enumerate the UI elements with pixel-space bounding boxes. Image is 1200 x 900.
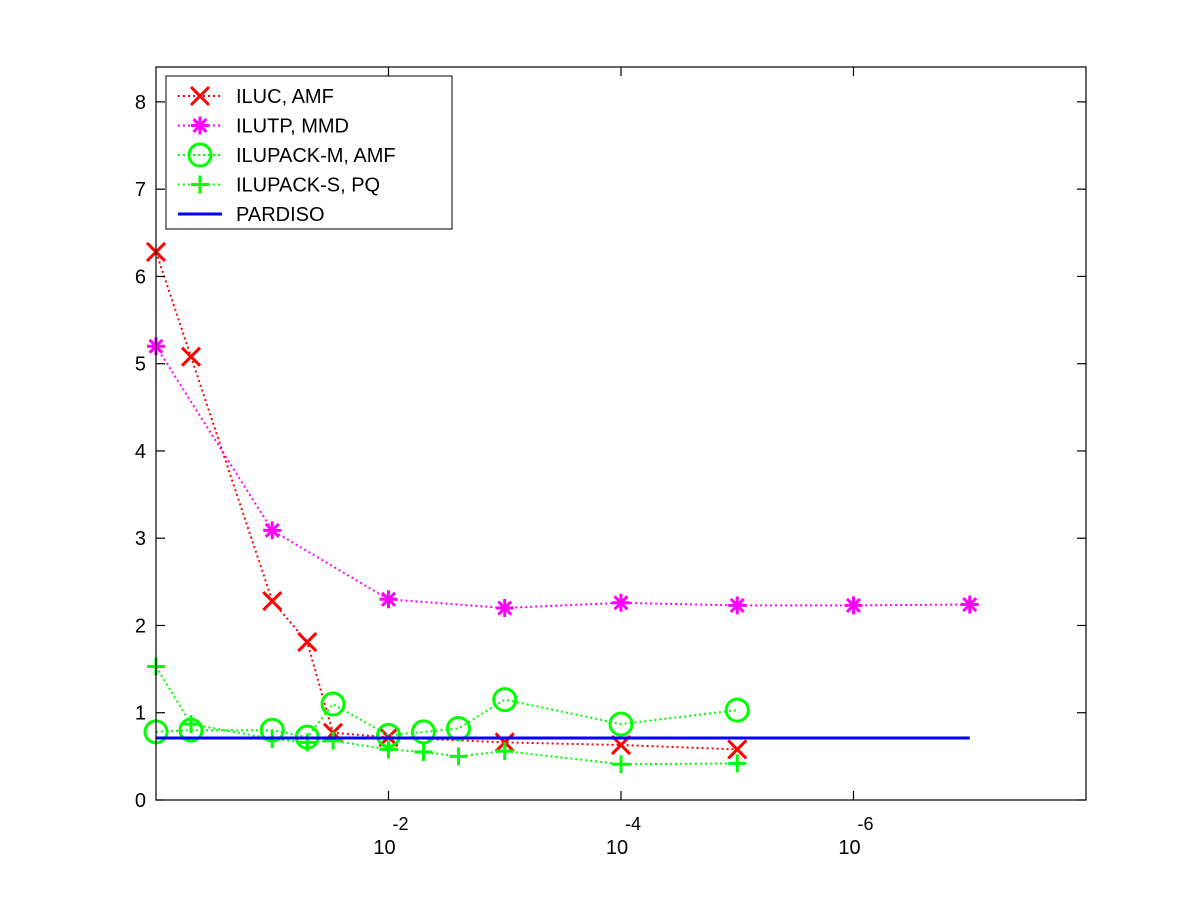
data-point xyxy=(298,733,317,752)
axes-layer: 0 1 2 3 4 5 6 7 8 10 -2 10 -4 10 -6 xyxy=(135,67,1086,859)
x-tick-label-base: 10 xyxy=(606,837,628,859)
data-point xyxy=(612,593,630,612)
y-tick-label: 5 xyxy=(135,354,146,376)
data-point xyxy=(449,747,468,766)
data-point xyxy=(262,590,283,612)
legend-marker xyxy=(191,116,209,135)
legend-label: ILUTP, MMD xyxy=(236,116,349,138)
data-point xyxy=(492,687,518,713)
data-point xyxy=(414,743,433,762)
legend-entry: ILUPACK-M, AMF xyxy=(178,142,396,168)
legend-label: PARDISO xyxy=(236,204,325,226)
data-point xyxy=(324,731,343,750)
data-point xyxy=(495,742,514,761)
x-tick-label-exponent: -6 xyxy=(857,814,873,834)
legend-marker xyxy=(189,85,211,107)
legend-entry: ILUTP, MMD xyxy=(178,116,349,138)
legend-entry: PARDISO xyxy=(178,204,325,226)
legend-entry: ILUC, AMF xyxy=(178,85,334,108)
data-point xyxy=(180,346,202,367)
data-point xyxy=(263,521,282,540)
data-point xyxy=(844,596,863,615)
y-tick-label: 2 xyxy=(135,615,146,637)
x-tick-label-exponent: -4 xyxy=(625,814,641,834)
legend: ILUC, AMF ILUTP, MMD ILUPACK-M, AMF ILUPACK… xyxy=(165,75,453,230)
data-point xyxy=(410,719,436,745)
x-tick-label-exponent: -2 xyxy=(392,814,408,834)
data-point xyxy=(379,740,398,759)
data-point xyxy=(727,739,748,760)
x-tick-label-base: 10 xyxy=(838,837,860,859)
y-tick-label: 4 xyxy=(135,441,146,463)
y-tick-label: 7 xyxy=(135,179,146,201)
data-point xyxy=(724,697,750,723)
y-tick-label: 6 xyxy=(135,266,146,288)
series-layer xyxy=(143,241,979,774)
data-point xyxy=(608,711,634,737)
legend-marker xyxy=(191,175,209,194)
legend-label: ILUPACK-M, AMF xyxy=(236,145,396,167)
y-tick-label: 8 xyxy=(135,92,146,114)
data-point xyxy=(181,715,200,734)
data-point xyxy=(297,631,318,653)
data-point xyxy=(728,596,747,615)
data-point xyxy=(320,691,346,717)
x-tick-label-base: 10 xyxy=(373,837,395,859)
data-point xyxy=(612,755,630,774)
series-line xyxy=(155,345,970,610)
data-point xyxy=(495,599,514,618)
legend-label: ILUPACK-S, PQ xyxy=(236,175,380,197)
legend-marker xyxy=(187,142,213,168)
y-tick-label: 0 xyxy=(135,790,146,812)
legend-entry: ILUPACK-S, PQ xyxy=(178,175,380,197)
legend-label: ILUC, AMF xyxy=(236,86,334,108)
y-tick-label: 3 xyxy=(135,528,146,550)
data-point xyxy=(728,754,747,773)
legend-box xyxy=(165,75,453,230)
y-tick-label: 1 xyxy=(135,703,146,725)
data-point xyxy=(379,590,398,609)
data-point xyxy=(960,595,979,614)
